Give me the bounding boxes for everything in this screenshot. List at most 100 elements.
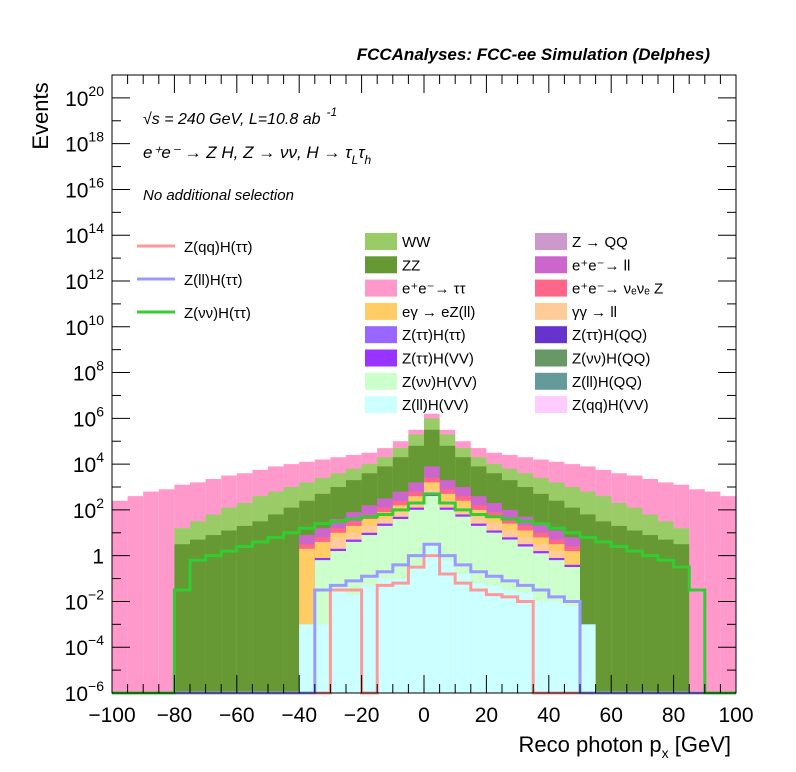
bar [611,525,627,693]
legend-fill-label: Z(ττ)H(ττ) [402,327,466,344]
legend-fill-swatch [365,396,397,414]
bar [330,590,346,693]
legend-fill-swatch [535,326,567,344]
bar [314,624,331,693]
bar [346,594,362,693]
bar [564,606,580,693]
y-tick-label: 1016 [65,174,104,202]
legend-fill-swatch [535,256,567,274]
bar [143,491,159,693]
bar [626,530,643,693]
x-axis: −100 −80 −60 −40 −20 0 20 40 60 80 100 [88,75,754,727]
stack-layers [112,413,736,693]
process-annotation: e⁺e⁻ → Z H, Z → νν, H → τLτh [143,143,372,167]
bar [658,539,674,693]
layer-Z(ll)H(VV) [299,544,596,693]
x-tick-label: 60 [600,704,623,727]
legend-fill-label: Z(νν)H(QQ) [572,351,650,368]
y-tick-label: 1018 [65,129,104,157]
legend-fill-swatch [365,233,397,250]
bar [548,601,565,693]
x-tick-label: −20 [344,704,380,727]
legend-fill-label: Z(ll)H(QQ) [572,374,642,391]
legend-fill-swatch [535,233,567,250]
y-tick-label: 10−2 [65,586,105,614]
y-tick-label: 10−6 [65,678,105,706]
bar [252,521,268,693]
legend-line-label: Z(νν)H(ττ) [184,305,251,322]
legend-fill-label: e⁺e⁻→ ττ [402,281,466,298]
bar [205,535,222,693]
y-tick-label: 1012 [65,266,104,294]
bar [236,525,253,693]
legend-fill-swatch [365,279,397,297]
legend-fill-label: e⁺e⁻→ ll [572,257,630,274]
bar [533,601,549,693]
legend-fill-label: Z → QQ [572,234,628,251]
bar [221,530,237,693]
legend-fill-label: eγ → eZ(ll) [402,304,475,321]
x-tick-label: 100 [718,704,753,727]
bar [299,624,315,693]
bar [673,544,690,693]
bar [486,585,502,693]
x-tick-label: 20 [475,704,498,727]
bar [642,535,658,693]
legend-fill-swatch [365,372,397,390]
legend-fill-swatch [365,349,397,367]
legend-fill-label: Z(ττ)H(VV) [402,351,474,368]
x-axis-label: Reco photon px [GeV] [519,732,731,761]
legend-line-label: Z(ll)H(ττ) [184,272,243,289]
y-tick-label: 108 [73,358,104,386]
series-line [112,492,736,695]
y-tick-label: 102 [73,495,104,523]
legend-fill-swatch [365,302,397,320]
legend-fill-swatch [535,302,567,320]
legend-fills: WW Z → QQ ZZ e⁺e⁻→ ll e⁺e⁻→ ττ e⁺e⁻→ νₑνₑ Z eγ… [365,233,663,414]
legend-fill-swatch [535,349,567,367]
bar [595,521,612,693]
bar [283,507,300,693]
selection-annotation: No additional selection [143,187,294,204]
legend-fill-label: Z(νν)H(VV) [402,374,477,391]
bar [127,496,144,693]
y-tick-label: 1 [92,546,104,569]
bar [158,489,175,693]
legend-fill-swatch [535,372,567,390]
legend-fill-label: Z(ll)H(VV) [402,397,469,414]
bar [190,539,206,693]
legend-fill-label: γγ → ll [572,304,617,321]
x-tick-label: 80 [662,704,685,727]
bar [502,590,518,693]
legend-lines: Z(qq)H(ττ) Z(ll)H(ττ) Z(νν)H(ττ) [137,239,253,322]
bar [361,585,378,693]
bar [424,544,440,693]
x-tick-label: −40 [281,704,317,727]
y-tick-label: 104 [73,449,104,477]
y-axis-label: Events [28,82,53,149]
y-tick-label: 106 [73,403,104,431]
bar [174,544,190,693]
legend-fill-label: e⁺e⁻→ νₑνₑ Z [572,281,663,298]
x-tick-label: 0 [418,704,430,727]
y-axis: 1020 1018 1016 1014 1012 1010 108 106 104 102 1 10−… [65,83,736,706]
bar [439,560,456,693]
legend-fill-label: Z(ττ)H(QQ) [572,327,647,344]
legend-fill-label: Z(qq)H(VV) [572,397,649,414]
legend-fill-label: ZZ [402,257,420,274]
bar [704,491,721,693]
x-tick-label: −100 [88,704,135,727]
legend-fill-swatch [535,279,567,297]
x-tick-label: −60 [219,704,255,727]
x-tick-label: 40 [537,704,560,727]
y-tick-label: 10−4 [65,632,105,660]
legend-fill-label: WW [402,234,431,251]
legend-fill-swatch [365,256,397,274]
bar [455,573,471,693]
bar [377,578,393,693]
y-tick-label: 1014 [65,220,104,248]
bar [720,496,736,693]
bar [112,500,128,693]
legend-fill-swatch [535,396,567,414]
